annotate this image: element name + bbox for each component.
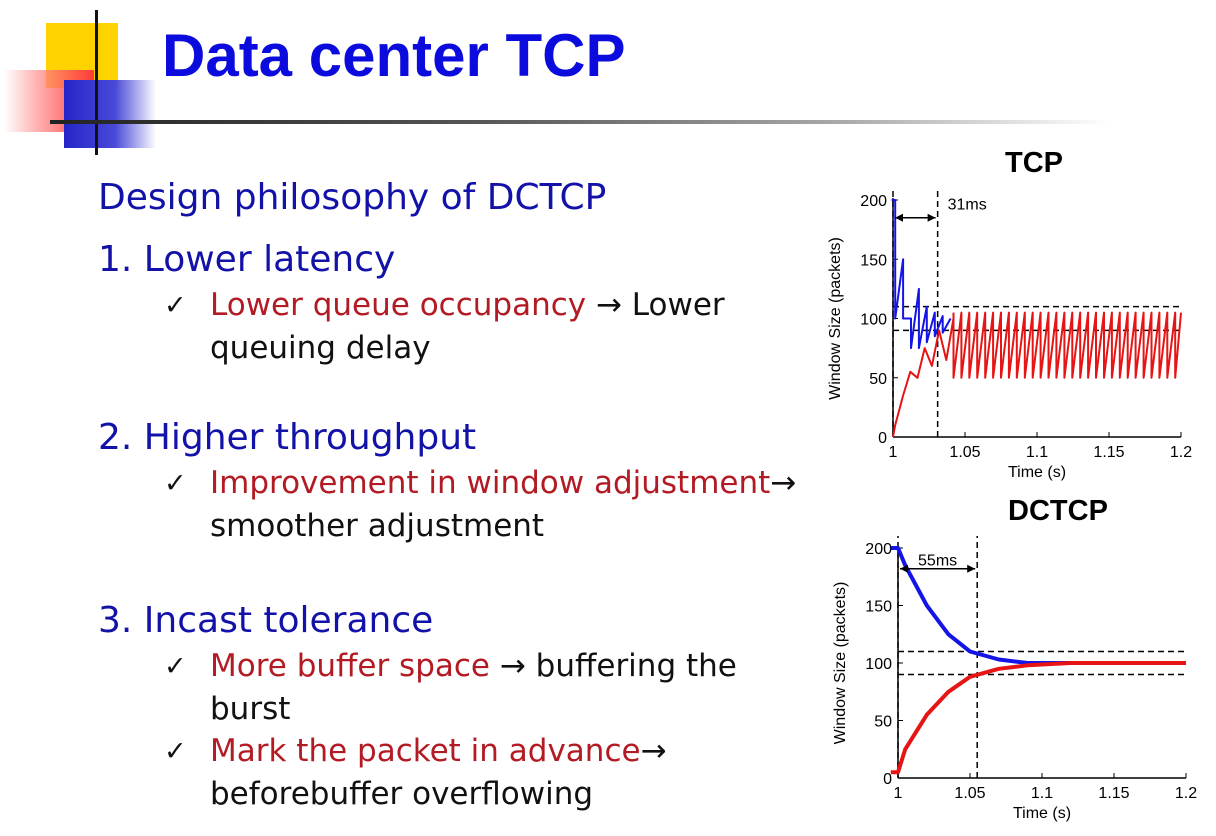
annotation-label: 31ms bbox=[948, 196, 987, 213]
y-tick-label: 50 bbox=[874, 714, 892, 731]
x-tick-label: 1.05 bbox=[949, 444, 980, 461]
annotation-arrowhead-right bbox=[927, 213, 936, 222]
x-axis-label: Time (s) bbox=[1008, 464, 1066, 481]
point-1-sub-1-highlight: Lower queue occupancy bbox=[210, 287, 587, 323]
annotation-arrowhead-left bbox=[900, 564, 908, 573]
annotation-label: 55ms bbox=[918, 552, 957, 569]
slide-heading: Design philosophy of DCTCP bbox=[98, 177, 607, 218]
title-underline bbox=[50, 120, 1110, 124]
point-1-sub-1-line1: Lower queue occupancy → Lower bbox=[210, 288, 725, 322]
point-2-sub-1-highlight: Improvement in window adjustment bbox=[210, 465, 771, 501]
point-3-label: 3. Incast tolerance bbox=[98, 600, 434, 641]
y-tick-label: 150 bbox=[860, 252, 887, 269]
x-tick-label: 1.15 bbox=[1093, 444, 1124, 461]
y-tick-label: 150 bbox=[865, 599, 892, 616]
x-tick-label: 1.1 bbox=[1026, 444, 1048, 461]
series-line bbox=[890, 661, 1186, 775]
check-icon: ✓ bbox=[164, 468, 187, 499]
y-tick-label: 100 bbox=[860, 312, 887, 329]
decor-blue-square bbox=[64, 80, 156, 148]
y-tick-label: 50 bbox=[869, 371, 887, 388]
series-line bbox=[952, 311, 1182, 379]
x-tick-label: 1.2 bbox=[1175, 785, 1197, 802]
annotation-arrowhead-left bbox=[895, 213, 903, 222]
point-3-sub-2-line2: beforebuffer overflowing bbox=[210, 776, 594, 812]
point-3-sub-1-line1: More buffer space → buffering the bbox=[210, 649, 737, 683]
y-tick-label: 0 bbox=[883, 771, 892, 788]
x-tick-label: 1.15 bbox=[1098, 785, 1129, 802]
point-1-sub-1-line2: queuing delay bbox=[210, 330, 431, 366]
point-3-sub-2-line1: Mark the packet in advance→ bbox=[210, 734, 667, 768]
point-1-label: 1. Lower latency bbox=[98, 239, 396, 280]
point-2-sub-1-line2: smoother adjustment bbox=[210, 508, 545, 544]
point-1-sub-1-rest: → Lower bbox=[586, 287, 725, 323]
check-icon: ✓ bbox=[164, 290, 187, 321]
y-axis-label: Window Size (packets) bbox=[827, 237, 844, 400]
y-tick-label: 100 bbox=[865, 656, 892, 673]
x-tick-label: 1.2 bbox=[1170, 444, 1192, 461]
decor-vertical-line bbox=[95, 10, 98, 155]
y-axis-label: Window Size (packets) bbox=[832, 582, 849, 745]
point-2-sub-1-rest: → bbox=[770, 465, 797, 501]
point-3-sub-1-rest: → buffering the bbox=[490, 648, 737, 684]
series-line bbox=[891, 199, 952, 350]
chart-2: DCTCP 1 1.05 1.1 1.15 1.2 0 50 100 150 200 Time (s)… bbox=[832, 495, 1197, 822]
slide-title: Data center TCP bbox=[162, 22, 626, 89]
chart-1: TCP 1 1.05 1.1 1.15 1.2 0 50 100 150 200 Time (s) Wi… bbox=[827, 147, 1192, 481]
x-tick-label: 1 bbox=[894, 785, 903, 802]
check-icon: ✓ bbox=[164, 736, 187, 767]
series-line bbox=[892, 318, 955, 438]
point-3-sub-2-rest: → bbox=[640, 733, 667, 769]
chart-title: DCTCP bbox=[1008, 495, 1108, 527]
point-3-sub-1-highlight: More buffer space bbox=[210, 648, 490, 684]
y-tick-label: 200 bbox=[865, 541, 892, 558]
x-tick-label: 1 bbox=[889, 444, 898, 461]
annotation-arrowhead-right bbox=[967, 564, 976, 573]
check-icon: ✓ bbox=[164, 651, 187, 682]
point-2-label: 2. Higher throughput bbox=[98, 417, 477, 458]
point-3-sub-2-highlight: Mark the packet in advance bbox=[210, 733, 641, 769]
x-tick-label: 1.05 bbox=[954, 785, 985, 802]
chart-title: TCP bbox=[1005, 147, 1063, 179]
x-tick-label: 1.1 bbox=[1031, 785, 1053, 802]
point-2-sub-1-line1: Improvement in window adjustment→ bbox=[210, 466, 796, 500]
x-axis-label: Time (s) bbox=[1013, 805, 1071, 822]
point-3-sub-1-line2: burst bbox=[210, 691, 291, 727]
y-tick-label: 0 bbox=[878, 430, 887, 447]
y-tick-label: 200 bbox=[860, 193, 887, 210]
